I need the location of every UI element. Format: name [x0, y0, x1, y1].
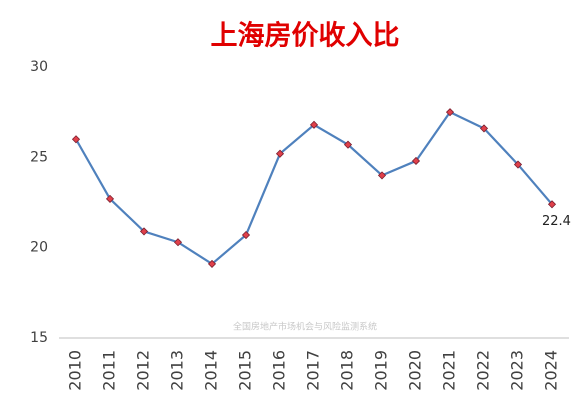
marker [479, 124, 489, 133]
x-tick-label: 2014 [202, 350, 221, 391]
chart-title: 上海房价收入比 [211, 21, 400, 52]
x-tick-label: 2011 [100, 350, 119, 391]
marker [343, 140, 353, 149]
marker [547, 200, 557, 209]
x-tick-label: 2018 [338, 350, 357, 391]
marker [241, 230, 251, 240]
x-tick-label: 2022 [474, 350, 493, 391]
marker [105, 194, 115, 203]
line [75, 110, 553, 266]
marker [411, 156, 421, 166]
marker [513, 160, 523, 169]
data-label: 22.4 [542, 214, 571, 229]
marker [309, 120, 319, 129]
marker [139, 227, 149, 236]
x-tick-label: 2020 [406, 350, 425, 391]
x-tick-label: 2012 [134, 350, 153, 391]
x-tick-label: 2024 [542, 350, 561, 391]
x-tick-label: 2017 [304, 350, 323, 391]
y-tick-label: 25 [30, 149, 48, 165]
x-tick-label: 2021 [440, 350, 459, 391]
marker [173, 238, 183, 247]
y-tick-label: 15 [30, 330, 48, 346]
x-tick-label: 2013 [168, 350, 187, 391]
x-tick-label: 2016 [270, 350, 289, 391]
marker [275, 149, 285, 158]
x-tick-label: 2015 [236, 350, 255, 391]
watermark: 全国房地产市场机会与风险监测系统 [233, 321, 377, 333]
y-tick-label: 20 [30, 240, 48, 256]
marker [377, 171, 387, 180]
x-tick-label: 2019 [372, 350, 391, 391]
x-tick-label: 2023 [508, 350, 527, 391]
marker [207, 259, 217, 268]
marker [445, 108, 455, 117]
marker [71, 135, 81, 144]
x-tick-label: 2010 [66, 350, 85, 391]
y-tick-label: 30 [30, 59, 48, 75]
